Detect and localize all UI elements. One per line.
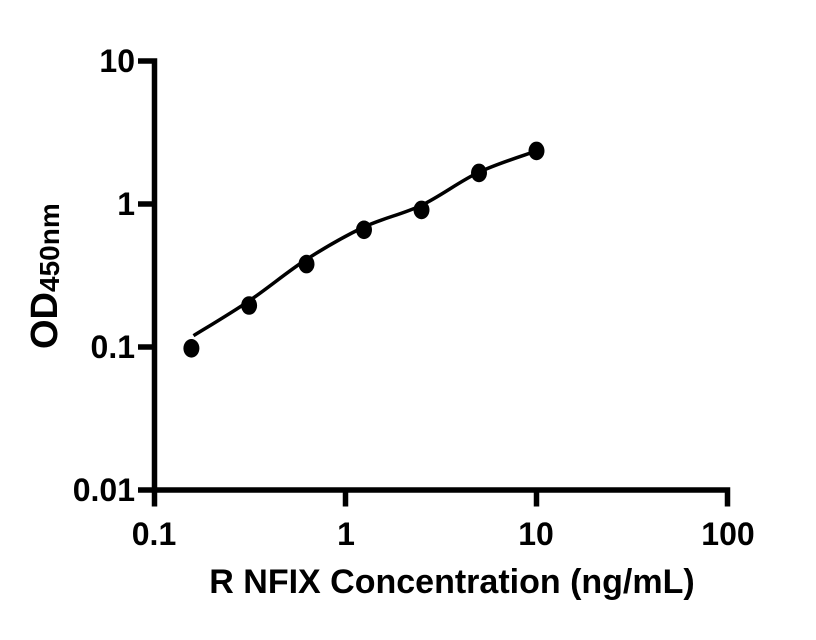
data-point-marker	[298, 254, 315, 274]
x-axis-title: R NFIX Concentration (ng/mL)	[209, 563, 695, 601]
y-axis-title-main: OD	[24, 292, 66, 349]
y-axis-title: OD450nm	[23, 203, 67, 349]
axis-frame	[138, 58, 731, 507]
data-point-marker	[356, 220, 372, 240]
data-point-marker	[471, 163, 487, 183]
data-point-marker	[241, 296, 258, 315]
x-tick-label-100: 100	[701, 516, 755, 552]
y-tick-label-1: 1	[117, 186, 135, 222]
y-tick-label-0p01: 0.01	[72, 472, 135, 508]
y-axis-title-subscript: 450nm	[34, 203, 65, 292]
data-point-marker	[413, 200, 430, 220]
data-point-marker	[528, 141, 545, 161]
y-tick-label-0p1: 0.1	[90, 329, 135, 365]
y-tick-label-10: 10	[99, 43, 135, 79]
x-tick-label-10: 10	[518, 516, 554, 552]
x-tick-label-0p1: 0.1	[131, 516, 177, 552]
x-tick-label-1: 1	[337, 516, 355, 552]
data-point-marker	[183, 339, 200, 358]
